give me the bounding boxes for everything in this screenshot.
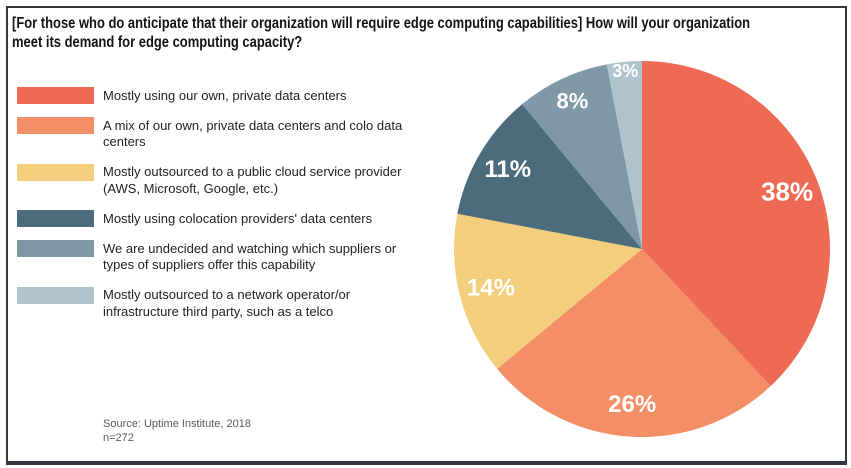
pie-slice (522, 64, 642, 249)
pie-slice (606, 61, 642, 249)
legend-swatch (17, 117, 94, 134)
pie-value-label: 38% (761, 177, 813, 207)
pie-value-label: 11% (484, 156, 531, 183)
legend-item: Mostly outsourced to a network operator/… (17, 286, 417, 321)
legend-label: A mix of our own, private data centers a… (103, 117, 403, 150)
legend-label: We are undecided and watching which supp… (103, 240, 397, 273)
pie-value-label: 3% (612, 61, 638, 81)
legend-item: We are undecided and watching which supp… (17, 240, 417, 274)
legend-swatch (17, 286, 94, 304)
pie-value-label: 8% (557, 89, 589, 114)
pie-chart: 38% 26% 14% 11% 8% 3% (453, 61, 830, 438)
legend-item: Mostly outsourced to a public cloud serv… (17, 163, 417, 198)
source-line: Source: Uptime Institute, 2018 (103, 418, 251, 430)
pie-slice (457, 104, 642, 249)
chart-title: [For those who do anticipate that their … (12, 14, 750, 52)
legend-item: Mostly using our own, private data cente… (17, 87, 417, 104)
legend-swatch (17, 163, 94, 181)
pie-slice (453, 213, 642, 369)
pie-slice (497, 249, 771, 438)
pie-value-label: 26% (608, 391, 656, 418)
chart-title-line2: meet its demand for edge computing capac… (12, 34, 303, 51)
source-note: Source: Uptime Institute, 2018 n=272 (103, 418, 251, 445)
pie-chart-svg: 38% 26% 14% 11% 8% 3% (453, 61, 830, 438)
legend-swatch (17, 210, 94, 227)
legend: Mostly using our own, private data cente… (17, 87, 417, 333)
legend-label: Mostly outsourced to a network operator/… (103, 287, 351, 319)
chart-title-line1: [For those who do anticipate that their … (12, 15, 751, 32)
legend-item: A mix of our own, private data centers a… (17, 117, 417, 151)
legend-item: Mostly using colocation providers' data … (17, 210, 417, 227)
legend-label: Mostly outsourced to a public cloud serv… (103, 164, 402, 196)
legend-swatch (17, 240, 94, 257)
sample-size: n=272 (103, 431, 134, 444)
legend-label: Mostly using colocation providers' data … (103, 210, 373, 226)
pie-slice (642, 61, 830, 387)
chart-frame-border (6, 6, 847, 465)
legend-swatch (17, 87, 94, 104)
pie-value-label: 14% (467, 274, 515, 301)
legend-label: Mostly using our own, private data cente… (103, 87, 347, 103)
